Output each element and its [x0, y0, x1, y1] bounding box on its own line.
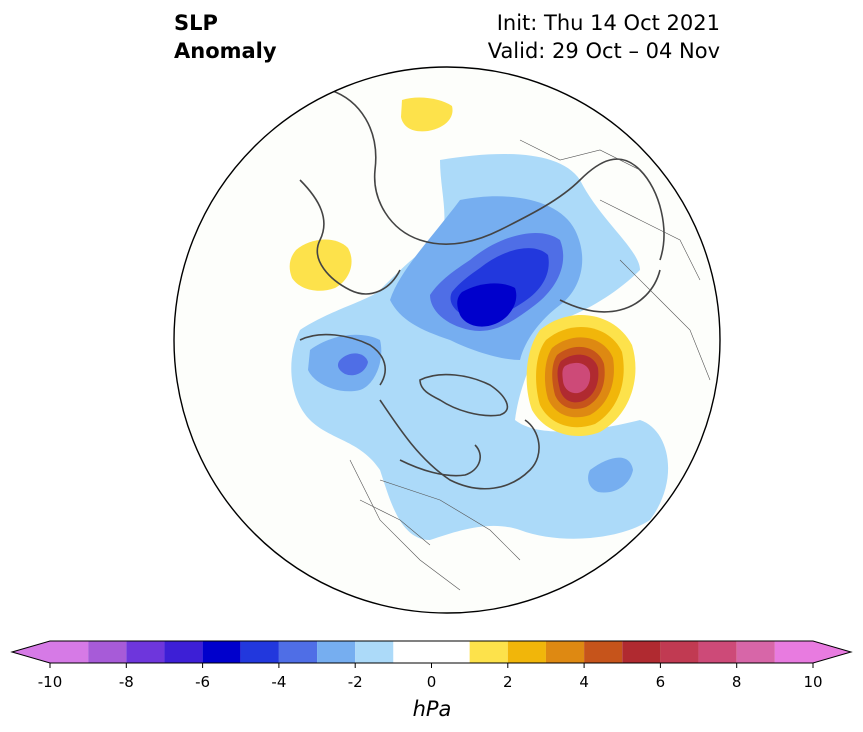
init-date: Init: Thu 14 Oct 2021 — [496, 11, 720, 35]
colorbar-segment — [50, 641, 89, 663]
colorbar-segments — [10, 640, 853, 664]
colorbar-segment — [88, 641, 127, 663]
coastline-greenland — [399, 444, 481, 477]
colorbar-segment — [736, 641, 775, 663]
colorbar-tick-label: -6 — [195, 673, 210, 691]
colorbar-tick-label: 0 — [427, 673, 437, 691]
colorbar-extend-high — [813, 641, 851, 663]
title-line-2: Anomaly — [174, 39, 277, 63]
border-line-4 — [519, 139, 641, 171]
colorbar-tick-label: 8 — [732, 673, 742, 691]
colorbar-tick-label: -10 — [38, 673, 63, 691]
colorbar-segment — [507, 641, 546, 663]
valid-period: Valid: 29 Oct – 04 Nov — [487, 39, 720, 63]
colorbar-segment — [355, 641, 394, 663]
colorbar-segment — [469, 641, 508, 663]
colorbar-segment — [774, 641, 813, 663]
border-line-5 — [599, 199, 701, 281]
colorbar-segment — [660, 641, 699, 663]
colorbar-segment — [202, 641, 241, 663]
colorbar-tick-label: -2 — [348, 673, 363, 691]
border-line-6 — [619, 259, 711, 381]
colorbar-tick-label: -8 — [119, 673, 134, 691]
colorbar-segment — [164, 641, 203, 663]
colorbar-tick-label: 4 — [579, 673, 589, 691]
title-line-1: SLP — [174, 11, 218, 35]
colorbar-tick-label: 10 — [803, 673, 822, 691]
colorbar-outline — [10, 640, 853, 664]
colorbar-segment — [393, 641, 470, 663]
colorbar-tick-label: -4 — [271, 673, 286, 691]
colorbar-segment — [278, 641, 318, 663]
map-dates: Init: Thu 14 Oct 2021 Valid: 29 Oct – 04… — [488, 9, 720, 65]
coastline-alaska — [299, 333, 386, 386]
colorbar-segment — [126, 641, 165, 663]
anomaly-neg-alaska — [337, 353, 368, 376]
anomaly-pos-core — [562, 362, 591, 394]
border-line-3 — [359, 499, 431, 546]
coastline-arctic-islands — [419, 373, 509, 417]
colorbar-segment — [240, 641, 279, 663]
coastline-eurasia — [329, 89, 665, 261]
colorbar-unit-label: hPa — [413, 697, 452, 721]
map-boundary — [173, 66, 721, 614]
anomaly-fields — [289, 97, 669, 541]
borders — [349, 139, 711, 591]
anomaly-neg-center — [457, 283, 517, 327]
coastline-asia-east — [559, 269, 661, 313]
border-line-2 — [379, 479, 521, 561]
colorbar-segment — [545, 641, 585, 663]
coastline-northamerica — [379, 399, 540, 490]
colorbar-segment — [622, 641, 661, 663]
coastlines — [299, 89, 665, 490]
anomaly-neg-medium-atlantic — [588, 457, 633, 493]
anomaly-pos-arctic — [401, 97, 453, 132]
polar-map — [173, 66, 721, 614]
colorbar-extend-low — [12, 641, 50, 663]
colorbar-segment — [698, 641, 737, 663]
border-line-1 — [349, 459, 461, 591]
coastline-europe — [299, 179, 401, 295]
colorbar-tick-label: 2 — [503, 673, 513, 691]
colorbar-segment — [584, 641, 623, 663]
colorbar-segment — [317, 641, 356, 663]
colorbar-ticks: -10 -8 -6 -4 -2 0 2 4 6 8 10 — [38, 663, 823, 691]
map-title: SLP Anomaly — [174, 9, 277, 65]
colorbar-tick-label: 6 — [656, 673, 666, 691]
